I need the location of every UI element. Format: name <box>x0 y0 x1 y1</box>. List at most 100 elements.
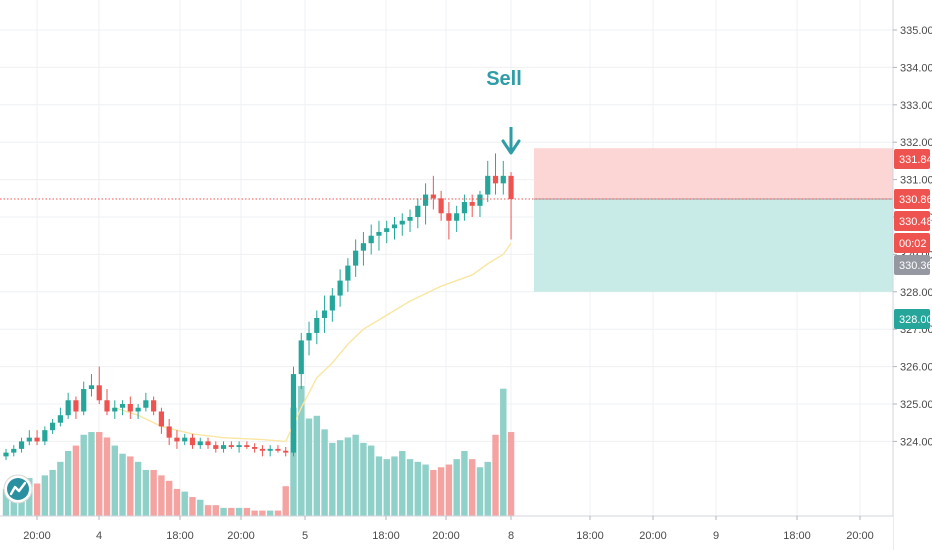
price-badge-bg <box>894 211 930 231</box>
candle <box>485 160 491 203</box>
volume-bar <box>41 475 49 516</box>
volume-bar <box>189 497 196 516</box>
candle <box>461 194 468 221</box>
volume-bar <box>290 407 297 516</box>
candle <box>127 396 133 419</box>
candle-body <box>306 332 312 341</box>
sell-signal[interactable]: Sell <box>486 68 522 155</box>
price-tick-label: 331.00 <box>900 175 932 187</box>
candle <box>3 448 9 461</box>
candle-body <box>454 213 460 221</box>
candle <box>321 295 328 333</box>
volume-bar <box>134 461 142 516</box>
candle <box>205 437 211 449</box>
volume-bar <box>445 464 453 516</box>
candle <box>166 418 172 446</box>
candle-body <box>329 295 335 311</box>
candle <box>88 374 95 397</box>
candle <box>290 366 297 457</box>
volume-bar <box>103 437 111 516</box>
volume-bar <box>259 510 266 516</box>
candle <box>283 447 289 457</box>
volume-bar <box>111 445 118 516</box>
candle <box>399 213 405 236</box>
candle-body <box>166 426 172 438</box>
volume-bar <box>507 432 515 516</box>
candle-body <box>337 280 343 296</box>
volume-bar <box>96 432 103 516</box>
volume-bar <box>360 442 367 516</box>
candle-body <box>50 422 56 431</box>
candle-body <box>430 194 436 199</box>
candle <box>65 392 71 419</box>
stop-loss-zone[interactable] <box>534 148 893 200</box>
volume-bar <box>476 467 484 516</box>
volume-bar <box>72 445 80 516</box>
volume-bar <box>204 505 212 516</box>
price-badge-bg <box>894 309 930 329</box>
candle-body <box>236 445 242 448</box>
candle <box>119 400 126 416</box>
volume-bar <box>251 510 258 516</box>
candle <box>259 445 266 457</box>
candle <box>492 153 499 195</box>
candle-body <box>3 452 9 457</box>
time-axis-bg <box>0 516 893 550</box>
candle <box>306 321 312 356</box>
volume-bar <box>399 451 406 516</box>
tradingview-logo-icon[interactable] <box>3 474 33 504</box>
candle <box>430 175 436 210</box>
volume-bar <box>49 469 56 516</box>
volume-bar <box>469 459 476 516</box>
price-badge-bg <box>894 189 930 209</box>
volume-bar <box>500 388 507 516</box>
candle <box>182 433 188 446</box>
price-badge-bg <box>894 149 930 169</box>
candle-body <box>391 224 398 229</box>
price-badge-bg <box>894 233 930 253</box>
volume-bar <box>266 510 274 516</box>
volume-bar <box>18 491 25 516</box>
volume-bars <box>2 386 515 516</box>
candle-body <box>135 407 141 412</box>
price-badge-label: 330.48 <box>899 216 932 228</box>
price-badge-label: 330.36 <box>899 260 932 272</box>
candle <box>477 190 483 217</box>
volume-bar <box>484 461 491 516</box>
candle <box>96 366 102 404</box>
candle-body <box>345 265 351 281</box>
candle-body <box>143 400 149 408</box>
volume-bar <box>2 488 10 516</box>
volume-bar <box>461 451 468 516</box>
candle <box>360 231 367 266</box>
candle <box>34 430 40 446</box>
price-badge-label: 328.00 <box>899 314 932 326</box>
candle <box>26 430 32 446</box>
volume-bar <box>165 480 173 516</box>
volume-bar <box>282 486 289 516</box>
candle-body <box>189 437 196 446</box>
candle-body <box>321 310 328 318</box>
candle <box>174 430 180 449</box>
candle <box>391 217 398 240</box>
volume-bar <box>430 469 437 516</box>
volume-bar <box>57 461 64 516</box>
volume-bar <box>414 461 422 516</box>
time-tick-label: 20:00 <box>23 530 51 542</box>
price-badges: 331.84 330.86 330.48 00:02 330.36 328.00 <box>894 149 932 329</box>
time-tick-label: 18:00 <box>372 530 400 542</box>
volume-bar <box>422 464 429 516</box>
candle <box>112 400 118 419</box>
take-profit-zone[interactable] <box>534 199 893 292</box>
price-badge: 00:02 <box>894 233 930 253</box>
price-tick-label: 328.00 <box>900 287 932 299</box>
time-axis[interactable]: 20:00 4 18:00 20:00 5 18:00 20:00 8 18:00 20:00 9 1… <box>0 515 893 550</box>
volume-bar <box>33 483 41 516</box>
candle-body <box>197 441 203 446</box>
candle-body <box>446 213 452 221</box>
candle-body <box>228 445 234 448</box>
volume-bar <box>313 415 320 516</box>
volume-bar <box>150 469 157 516</box>
